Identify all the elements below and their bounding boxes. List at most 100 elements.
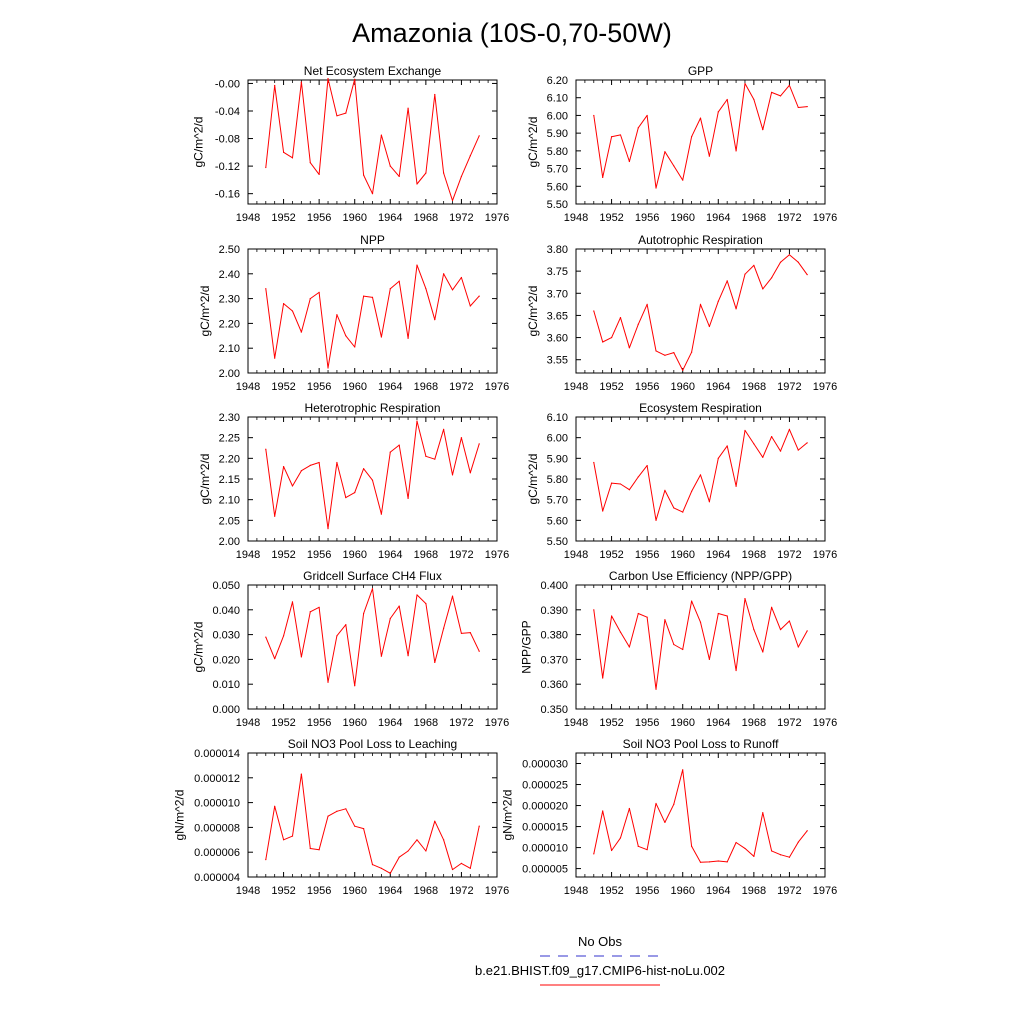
y-tick-label: 0.000 [212, 704, 240, 716]
panel-title: GPP [688, 64, 713, 78]
data-point [398, 280, 400, 282]
data-point [797, 106, 799, 109]
x-tick-label: 1960 [670, 885, 694, 897]
data-point [753, 98, 755, 101]
x-tick-label: 1952 [271, 717, 295, 729]
x-tick-label: 1964 [378, 212, 402, 224]
x-tick-label: 1948 [236, 549, 260, 561]
data-point [602, 176, 604, 179]
data-point [744, 82, 746, 85]
data-point [717, 860, 719, 862]
data-point [478, 295, 480, 297]
plot-frame [247, 752, 498, 878]
y-tick-label: 2.20 [219, 453, 240, 465]
y-tick-label: 5.80 [547, 474, 568, 486]
data-point [602, 677, 604, 679]
x-tick-label: 1968 [742, 549, 766, 561]
y-tick-label: 2.00 [219, 368, 240, 380]
y-tick-label: 0.000025 [522, 780, 568, 792]
data-point [655, 350, 657, 352]
data-point [610, 482, 613, 484]
data-point [753, 629, 755, 631]
y-tick-label: 2.50 [219, 244, 240, 256]
x-tick-label: 1968 [742, 885, 766, 897]
data-point [291, 485, 294, 487]
x-tick-label: 1956 [635, 381, 659, 393]
data-point [300, 331, 302, 333]
data-point [416, 420, 418, 422]
chart-panel-2: GPP 1948 1952 1956 1960 1964 1968 1972 1976 5.50 5… [526, 64, 837, 224]
data-point [291, 310, 294, 312]
x-tick-label: 1976 [485, 549, 509, 561]
data-point [327, 681, 329, 683]
data-point [318, 291, 320, 293]
data-point [664, 151, 666, 153]
x-tick-label: 1972 [777, 717, 801, 729]
data-point [371, 864, 374, 866]
data-point [443, 273, 445, 275]
data-point [806, 274, 808, 276]
data-point [779, 629, 782, 631]
y-tick-label: -0.08 [215, 134, 240, 146]
data-point [619, 837, 622, 839]
data-point [788, 620, 791, 622]
plot-frame [247, 584, 498, 710]
data-point [753, 443, 755, 445]
data-point [380, 134, 382, 136]
plot-frame [247, 248, 498, 374]
series-line [593, 83, 808, 189]
y-tick-label: 0.000010 [194, 798, 240, 810]
data-point [416, 594, 418, 596]
y-axis-label: NPP/GPP [520, 620, 534, 673]
data-point [318, 849, 320, 851]
x-tick-label: 1976 [485, 885, 509, 897]
y-tick-label: 0.020 [212, 654, 240, 666]
data-point [300, 773, 302, 775]
data-point [806, 442, 808, 444]
data-point [345, 808, 347, 810]
y-axis-label: gC/m^2/d [526, 117, 540, 168]
y-tick-label: 5.70 [547, 495, 568, 507]
data-point [354, 825, 356, 827]
data-point [389, 617, 391, 620]
data-point [443, 172, 445, 174]
chart-panel-1: Net Ecosystem Exchange 1948 1952 1956 1960 19… [192, 64, 510, 224]
y-tick-label: 6.20 [547, 75, 568, 87]
data-point [637, 127, 639, 129]
chart-panel-6: Ecosystem Respiration 1948 1952 1956 1960 196… [526, 401, 837, 561]
data-point [762, 651, 764, 653]
y-tick-label: 3.80 [547, 244, 568, 256]
x-tick-label: 1952 [599, 717, 623, 729]
panel-title: Autotrophic Respiration [638, 233, 763, 247]
data-point [744, 429, 746, 432]
x-tick-label: 1948 [564, 717, 588, 729]
data-point [407, 337, 409, 339]
data-point [434, 93, 436, 96]
data-point [354, 685, 356, 687]
data-point [380, 867, 382, 869]
y-tick-label: 0.000020 [522, 801, 568, 813]
data-point [673, 507, 675, 509]
x-tick-label: 1968 [414, 885, 438, 897]
y-axis-label: gN/m^2/d [173, 790, 187, 841]
y-tick-label: 5.60 [547, 515, 568, 527]
x-tick-label: 1972 [777, 549, 801, 561]
plot-frame [575, 752, 826, 878]
x-tick-label: 1964 [706, 212, 730, 224]
y-tick-label: 5.80 [547, 146, 568, 158]
y-tick-label: 5.90 [547, 453, 568, 465]
data-point [460, 175, 463, 178]
data-point [628, 489, 630, 491]
plot-frame [247, 79, 498, 205]
y-tick-label: 2.25 [219, 433, 240, 445]
x-tick-label: 1956 [635, 885, 659, 897]
y-tick-label: -0.16 [215, 189, 240, 201]
y-axis-label: gC/m^2/d [526, 286, 540, 337]
data-point [300, 81, 302, 83]
data-point [628, 347, 630, 349]
data-point [434, 661, 436, 663]
data-point [451, 595, 454, 597]
data-point [309, 611, 311, 613]
data-point [291, 835, 294, 837]
data-point [451, 199, 454, 202]
